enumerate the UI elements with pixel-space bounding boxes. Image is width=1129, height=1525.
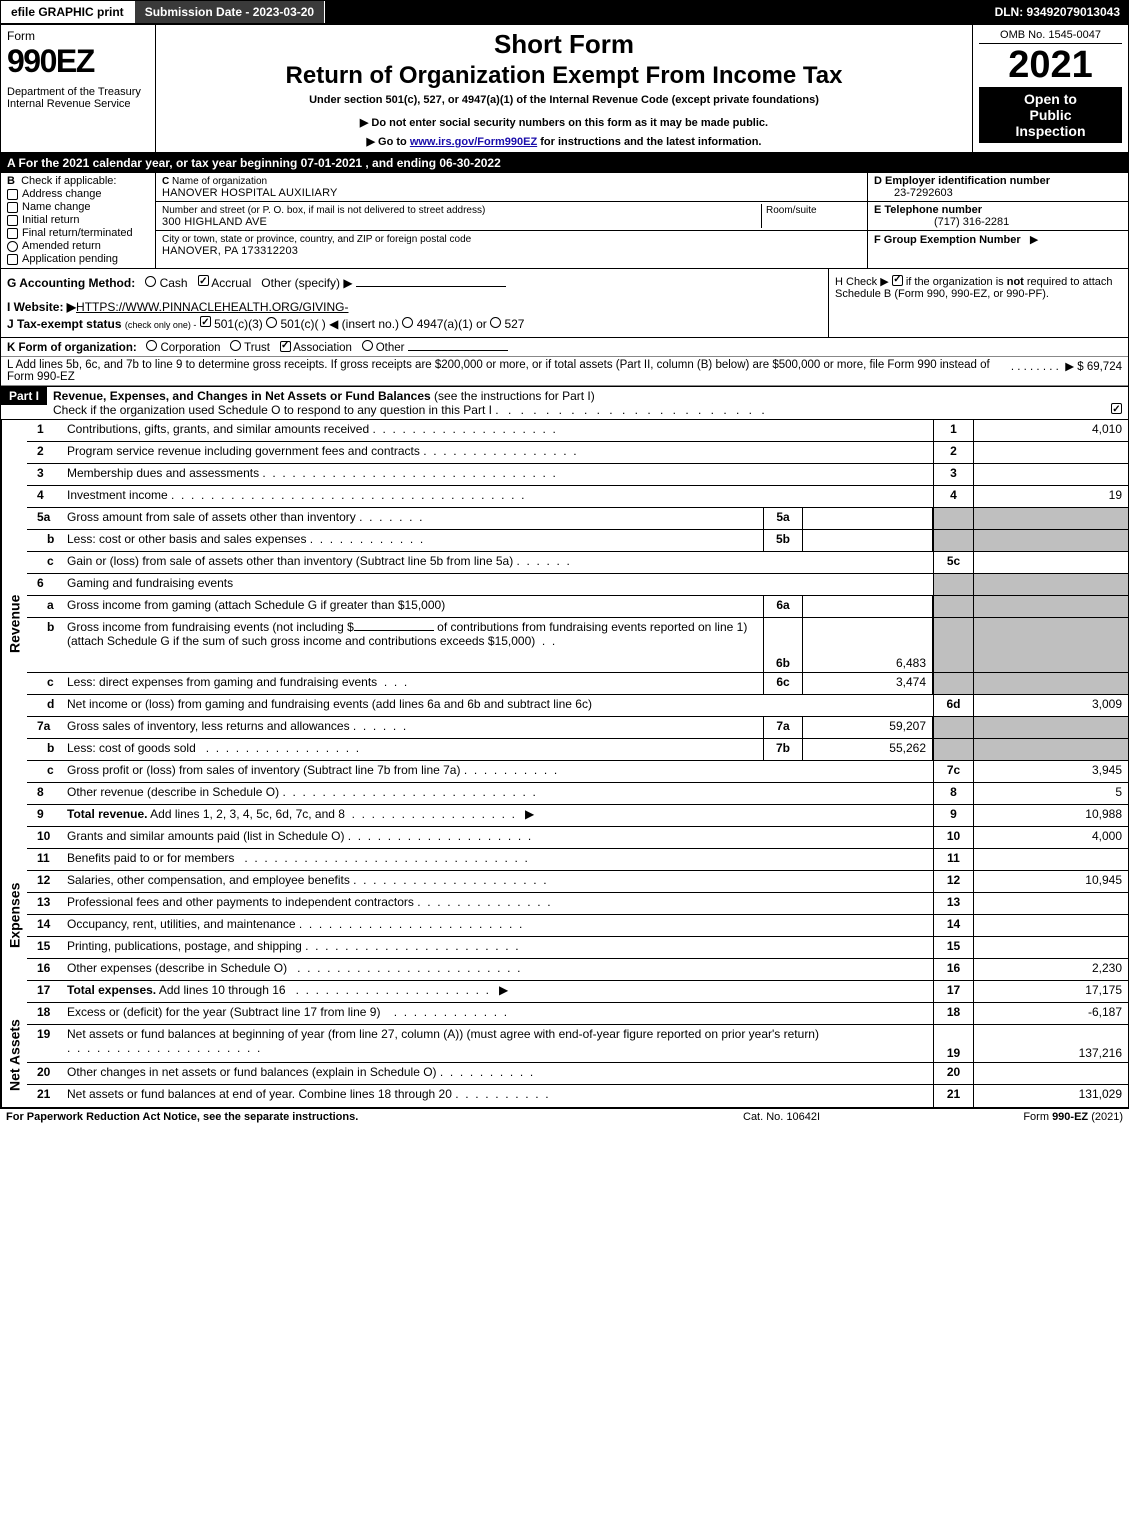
checkbox-527[interactable] (490, 317, 501, 328)
org-street: 300 HIGHLAND AVE (162, 216, 267, 228)
page-footer: For Paperwork Reduction Act Notice, see … (0, 1108, 1129, 1125)
net-assets-section: Net Assets 18Excess or (deficit) for the… (1, 1003, 1128, 1107)
line-20-value (973, 1063, 1128, 1084)
radio-cash[interactable] (145, 276, 156, 287)
line-8-value: 5 (973, 783, 1128, 804)
group-exemption-label: F Group Exemption Number (874, 234, 1021, 246)
org-name: HANOVER HOSPITAL AUXILIARY (162, 187, 338, 199)
line-15-value (973, 937, 1128, 958)
checkbox-initial-return[interactable] (7, 215, 18, 226)
footer-form-ref: Form 990-EZ (2021) (943, 1111, 1123, 1123)
dln-label: DLN: 93492079013043 (987, 1, 1128, 23)
form-number: 990EZ (7, 43, 149, 80)
part-i-header: Part I Revenue, Expenses, and Changes in… (1, 386, 1128, 419)
line-7a-value: 59,207 (803, 717, 933, 738)
line-11-value (973, 849, 1128, 870)
expenses-side-label: Expenses (1, 827, 27, 1003)
dept-irs: Internal Revenue Service (7, 98, 149, 110)
line-6b-value: 6,483 (803, 618, 933, 672)
section-bcdef: B Check if applicable: Address change Na… (1, 173, 1128, 269)
dept-treasury: Department of the Treasury (7, 86, 149, 98)
form-title-return: Return of Organization Exempt From Incom… (164, 62, 964, 90)
checkbox-association[interactable] (280, 341, 291, 352)
ein-label: D Employer identification number (874, 175, 1050, 187)
line-5b-value (803, 530, 933, 551)
note-goto: ▶ Go to www.irs.gov/Form990EZ for instru… (164, 135, 964, 148)
line-16-value: 2,230 (973, 959, 1128, 980)
submission-date-tab[interactable]: Submission Date - 2023-03-20 (135, 1, 325, 23)
line-10-value: 4,000 (973, 827, 1128, 848)
row-k: K Form of organization: Corporation Trus… (1, 338, 1128, 357)
line-5a-value (803, 508, 933, 529)
line-4-value: 19 (973, 486, 1128, 507)
line-7c-value: 3,945 (973, 761, 1128, 782)
checkbox-501c3[interactable] (200, 316, 211, 327)
column-b: B Check if applicable: Address change Na… (1, 173, 156, 268)
checkbox-application-pending[interactable] (7, 254, 18, 265)
efile-print-button[interactable]: efile GRAPHIC print (1, 1, 135, 23)
expenses-section: Expenses 10Grants and similar amounts pa… (1, 827, 1128, 1003)
efile-top-bar: efile GRAPHIC print Submission Date - 20… (0, 0, 1129, 24)
column-c: C Name of organization HANOVER HOSPITAL … (156, 173, 868, 268)
line-12-value: 10,945 (973, 871, 1128, 892)
form-header: Form 990EZ Department of the Treasury In… (1, 25, 1128, 153)
open-to-public-box: Open toPublicInspection (979, 87, 1122, 143)
note-ssn: Do not enter social security numbers on … (164, 116, 964, 129)
footer-notice: For Paperwork Reduction Act Notice, see … (6, 1111, 743, 1123)
net-assets-side-label: Net Assets (1, 1003, 27, 1107)
phone-label: E Telephone number (874, 204, 982, 216)
ein-value: 23-7292603 (874, 187, 953, 199)
line-9-value: 10,988 (973, 805, 1128, 826)
checkbox-amended-return[interactable] (7, 241, 18, 252)
website-url: HTTPS://WWW.PINNACLEHEALTH.ORG/GIVING- (76, 300, 348, 314)
checkbox-4947[interactable] (402, 317, 413, 328)
part-i-label: Part I (1, 387, 47, 405)
checkbox-schedule-b-not-required[interactable] (892, 275, 903, 286)
irs-link[interactable]: www.irs.gov/Form990EZ (410, 136, 537, 148)
checkbox-trust[interactable] (230, 340, 241, 351)
line-6c-value: 3,474 (803, 673, 933, 694)
row-l: L Add lines 5b, 6c, and 7b to line 9 to … (1, 357, 1128, 386)
row-a-tax-year: A For the 2021 calendar year, or tax yea… (1, 153, 1128, 173)
checkbox-corporation[interactable] (146, 340, 157, 351)
line-5c-value (973, 552, 1128, 573)
omb-number: OMB No. 1545-0047 (979, 29, 1122, 44)
row-gh: G Accounting Method: Cash Accrual Other … (1, 269, 1128, 338)
footer-catno: Cat. No. 10642I (743, 1111, 943, 1123)
form-subtitle: Under section 501(c), 527, or 4947(a)(1)… (164, 94, 964, 106)
radio-accrual[interactable] (198, 275, 209, 286)
line-7b-value: 55,262 (803, 739, 933, 760)
line-1-value: 4,010 (973, 420, 1128, 441)
checkbox-address-change[interactable] (7, 189, 18, 200)
form-container: Form 990EZ Department of the Treasury In… (0, 24, 1129, 1108)
line-19-value: 137,216 (973, 1025, 1128, 1062)
revenue-section: Revenue 1Contributions, gifts, grants, a… (1, 419, 1128, 827)
org-city: HANOVER, PA 173312203 (162, 245, 298, 257)
line-14-value (973, 915, 1128, 936)
line-18-value: -6,187 (973, 1003, 1128, 1024)
revenue-side-label: Revenue (1, 420, 27, 827)
checkbox-name-change[interactable] (7, 202, 18, 213)
row-h: H Check ▶ if the organization is not req… (828, 269, 1128, 337)
line-3-value (973, 464, 1128, 485)
checkbox-schedule-o-part-i[interactable] (1111, 403, 1122, 414)
line-21-value: 131,029 (973, 1085, 1128, 1107)
line-6a-value (803, 596, 933, 617)
form-word: Form (7, 29, 149, 43)
checkbox-other-org[interactable] (362, 340, 373, 351)
form-title-short: Short Form (164, 29, 964, 60)
column-def: D Employer identification number 23-7292… (868, 173, 1128, 268)
gross-receipts-amount: $ 69,724 (1077, 361, 1122, 373)
checkbox-501c[interactable] (266, 317, 277, 328)
line-6d-value: 3,009 (973, 695, 1128, 716)
phone-value: (717) 316-2281 (874, 216, 1009, 228)
tax-year: 2021 (979, 44, 1122, 87)
checkbox-final-return[interactable] (7, 228, 18, 239)
line-13-value (973, 893, 1128, 914)
line-17-value: 17,175 (973, 981, 1128, 1002)
line-2-value (973, 442, 1128, 463)
